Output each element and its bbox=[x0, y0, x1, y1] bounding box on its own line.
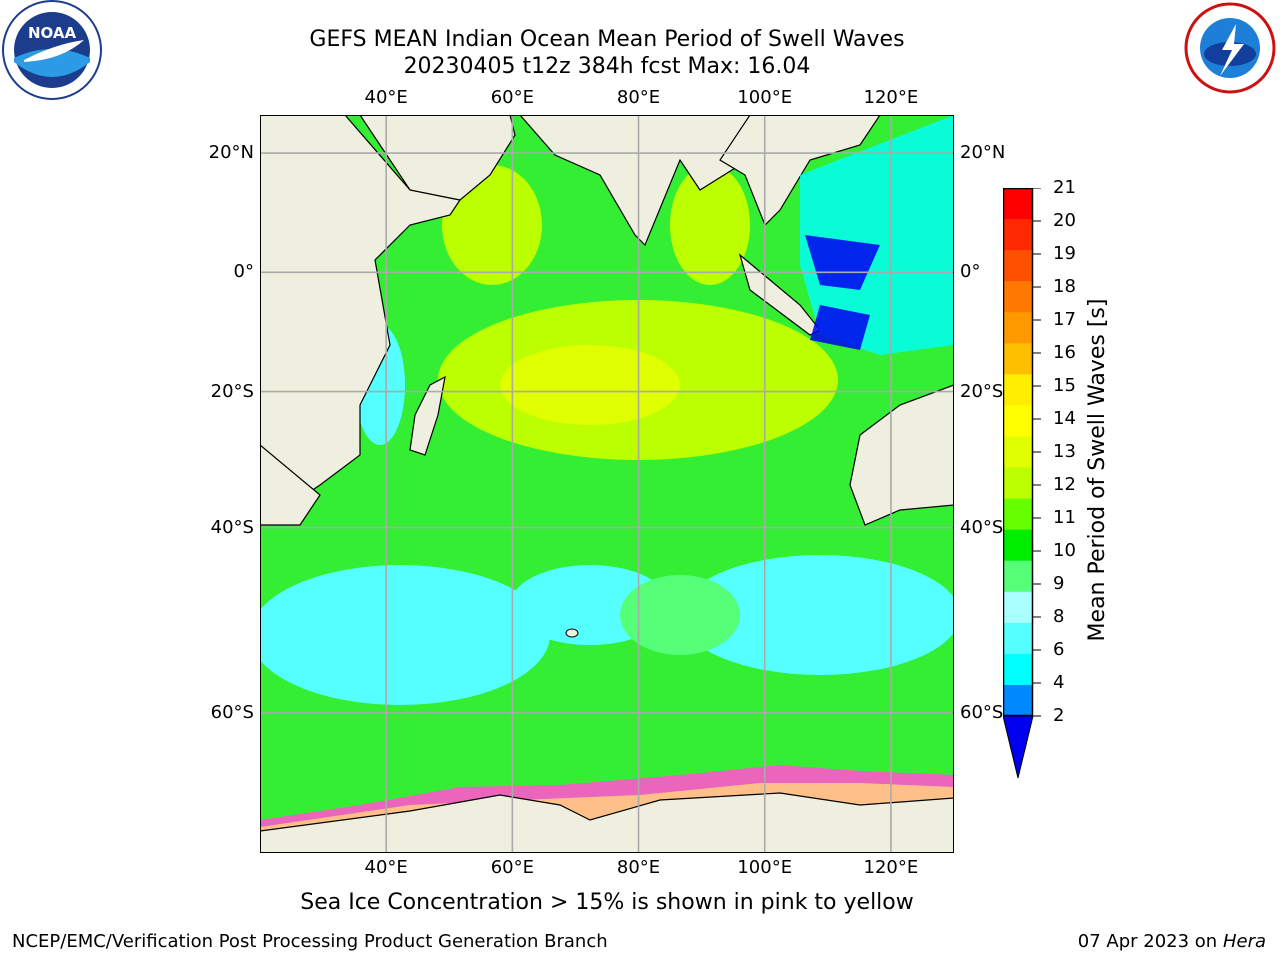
latitude-label: 20°S bbox=[960, 380, 1004, 402]
colorbar-segment bbox=[1003, 374, 1033, 406]
colorbar-tick-label: 17 bbox=[1053, 309, 1076, 330]
colorbar-tick-label: 14 bbox=[1053, 408, 1076, 429]
colorbar-tick-label: 9 bbox=[1053, 573, 1065, 594]
colorbar-tick-label: 2 bbox=[1053, 705, 1065, 726]
footer-date-text: 07 Apr 2023 on bbox=[1077, 931, 1218, 952]
swell-region-high bbox=[670, 165, 750, 285]
longitude-label: 60°E bbox=[490, 87, 534, 108]
chart-subtitle: 20230405 t12z 384h fcst Max: 16.04 bbox=[403, 54, 811, 79]
colorbar bbox=[1003, 188, 1041, 779]
swell-region-extend bbox=[810, 305, 870, 350]
latitude-label: 40°S bbox=[210, 516, 254, 538]
colorbar-tick-label: 10 bbox=[1053, 540, 1076, 561]
colorbar-segment bbox=[1003, 219, 1033, 251]
swell-region-low bbox=[260, 565, 550, 705]
colorbar-segment bbox=[1003, 343, 1033, 375]
swell-region-high bbox=[442, 165, 542, 285]
colorbar-segment bbox=[1003, 622, 1033, 655]
noaa-logo-text: NOAA bbox=[28, 24, 77, 42]
colorbar-segment bbox=[1003, 405, 1033, 437]
colorbar-segment bbox=[1003, 281, 1033, 313]
colorbar-extend-arrow bbox=[1003, 715, 1034, 779]
footer-date: 07 Apr 2023 on Hera bbox=[1078, 931, 1266, 953]
swell-region-very-low bbox=[800, 115, 954, 355]
colorbar-segment bbox=[1003, 529, 1033, 562]
colorbar-tick-label: 21 bbox=[1053, 177, 1076, 198]
longitude-label: 100°E bbox=[737, 87, 793, 108]
gridlines bbox=[260, 115, 954, 853]
map-frame bbox=[260, 115, 954, 853]
longitude-label: 80°E bbox=[616, 87, 661, 108]
colorbar-tick-label: 20 bbox=[1053, 210, 1076, 231]
latitude-label: 60°S bbox=[210, 701, 254, 723]
swell-region-low bbox=[680, 555, 954, 675]
sea-ice-note: Sea Ice Concentration > 15% is shown in … bbox=[300, 890, 914, 915]
swell-region-high bbox=[500, 345, 680, 425]
colorbar-segment bbox=[1003, 684, 1033, 717]
latitude-label: 0° bbox=[960, 261, 981, 283]
noaa-logo: NOAA bbox=[2, 0, 102, 100]
longitude-label: 60°E bbox=[490, 857, 534, 878]
colorbar-tick-label: 16 bbox=[1053, 342, 1076, 363]
colorbar-segment bbox=[1003, 591, 1033, 624]
longitude-label: 40°E bbox=[364, 87, 408, 108]
land-australia bbox=[849, 384, 954, 526]
colorbar-tick-label: 11 bbox=[1053, 507, 1076, 528]
land-southeast-asia bbox=[719, 115, 881, 227]
latitude-label: 60°S bbox=[960, 701, 1004, 723]
footer-credit: NCEP/EMC/Verification Post Processing Pr… bbox=[12, 931, 608, 952]
colorbar-tick-label: 18 bbox=[1053, 276, 1076, 297]
swell-region-extend bbox=[805, 235, 880, 290]
colorbar-segment bbox=[1003, 653, 1033, 686]
colorbar-tick-label: 13 bbox=[1053, 441, 1076, 462]
colorbar-frame bbox=[1003, 188, 1034, 717]
colorbar-tick-label: 4 bbox=[1053, 672, 1065, 693]
land-south-africa bbox=[260, 444, 321, 526]
chart-title: GEFS MEAN Indian Ocean Mean Period of Sw… bbox=[309, 27, 905, 52]
colorbar-tick-label: 12 bbox=[1053, 474, 1076, 495]
nws-logo bbox=[1184, 2, 1276, 94]
latitude-label: 0° bbox=[233, 261, 254, 283]
longitude-label: 80°E bbox=[616, 857, 661, 878]
colorbar-segment bbox=[1003, 467, 1033, 500]
latitude-label: 40°S bbox=[960, 516, 1004, 538]
latitude-label: 20°N bbox=[960, 142, 1006, 164]
colorbar-segment bbox=[1003, 250, 1033, 282]
colorbar-segment bbox=[1003, 436, 1033, 469]
latitude-label: 20°N bbox=[208, 142, 254, 164]
colorbar-segment bbox=[1003, 188, 1033, 220]
footer-machine: Hera bbox=[1222, 931, 1266, 952]
colorbar-segment bbox=[1003, 498, 1033, 531]
colorbar-segment bbox=[1003, 312, 1033, 344]
swell-region-mid bbox=[620, 575, 740, 655]
colorbar-tick-label: 6 bbox=[1053, 639, 1065, 660]
land-arabia bbox=[359, 115, 516, 201]
longitude-label: 120°E bbox=[863, 857, 919, 878]
longitude-label: 100°E bbox=[737, 857, 793, 878]
land-antarctica bbox=[260, 792, 954, 853]
colorbar-tick-label: 8 bbox=[1053, 606, 1065, 627]
colorbar-tick-label: 15 bbox=[1053, 375, 1076, 396]
colorbar-label: Mean Period of Swell Waves [s] bbox=[1085, 298, 1110, 642]
colorbar-tick-label: 19 bbox=[1053, 243, 1076, 264]
land-kerguelen bbox=[565, 628, 579, 638]
land-madagascar bbox=[409, 375, 446, 456]
longitude-label: 40°E bbox=[364, 857, 408, 878]
colorbar-segment bbox=[1003, 560, 1033, 593]
latitude-label: 20°S bbox=[210, 380, 254, 402]
longitude-label: 120°E bbox=[863, 87, 919, 108]
